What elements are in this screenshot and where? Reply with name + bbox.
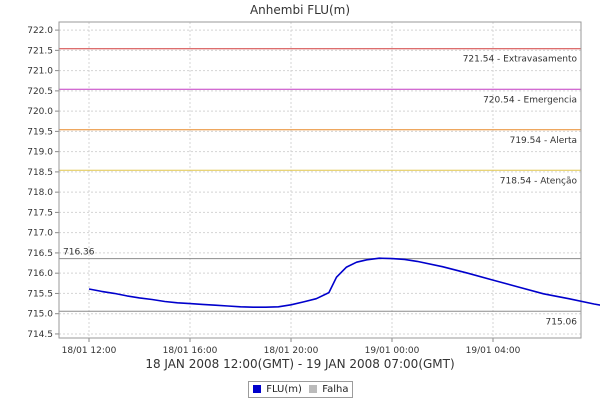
series-line-flu xyxy=(88,257,600,308)
y-tick-label: 718.5 xyxy=(27,168,53,178)
x-tick-label: 18/01 16:00 xyxy=(163,346,218,356)
y-tick-label: 720.0 xyxy=(27,107,53,117)
y-tick-label: 716.5 xyxy=(27,249,53,259)
x-tick-label: 19/01 04:00 xyxy=(466,346,521,356)
x-tick-label: 19/01 00:00 xyxy=(365,346,420,356)
x-tick-label: 18/01 12:00 xyxy=(62,346,117,356)
legend-item-flu: FLU(m) xyxy=(253,384,302,395)
y-tick-label: 722.0 xyxy=(27,26,53,36)
legend-swatch-flu xyxy=(253,385,261,393)
y-tick-label: 719.5 xyxy=(27,127,53,137)
y-tick-label: 719.0 xyxy=(27,148,53,158)
y-tick-label: 717.5 xyxy=(27,208,53,218)
threshold-label: 716.36 xyxy=(63,248,95,258)
threshold-label: 720.54 - Emergencia xyxy=(483,95,577,105)
y-tick-label: 714.5 xyxy=(27,330,53,340)
y-tick-label: 721.5 xyxy=(27,46,53,56)
threshold-label: 718.54 - Atenção xyxy=(500,176,578,186)
threshold-label: 715.06 xyxy=(546,317,578,327)
y-tick-label: 716.0 xyxy=(27,269,53,279)
y-tick-label: 715.5 xyxy=(27,289,53,299)
chart-title: Anhembi FLU(m) xyxy=(249,3,351,17)
legend-label-flu: FLU(m) xyxy=(266,384,302,395)
y-tick-label: 717.0 xyxy=(27,229,53,239)
y-tick-label: 720.5 xyxy=(27,87,53,97)
y-tick-label: 721.0 xyxy=(27,67,53,77)
plot-frame xyxy=(58,21,582,339)
plot-background xyxy=(59,22,581,338)
legend-swatch-falha xyxy=(309,385,318,393)
chart-legend: FLU(m) Falha xyxy=(248,381,354,398)
y-tick-label: 718.0 xyxy=(27,188,53,198)
threshold-label: 719.54 - Alerta xyxy=(510,136,577,146)
chart-subtitle: 18 JAN 2008 12:00(GMT) - 19 JAN 2008 07:… xyxy=(145,357,455,371)
threshold-label: 721.54 - Extravasamento xyxy=(463,55,578,65)
x-tick-label: 18/01 20:00 xyxy=(264,346,319,356)
y-tick-label: 715.0 xyxy=(27,310,53,320)
legend-label-falha: Falha xyxy=(322,384,349,395)
legend-item-falha: Falha xyxy=(309,384,348,395)
